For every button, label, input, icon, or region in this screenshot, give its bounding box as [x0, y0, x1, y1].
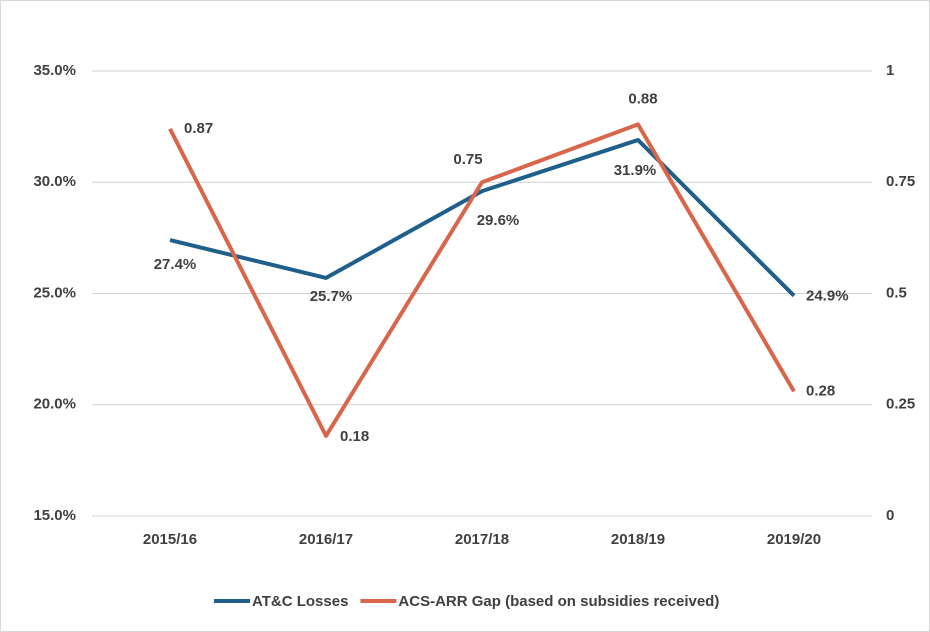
- series-line: [168, 122, 796, 438]
- data-label: 0.87: [184, 120, 213, 137]
- y2-tick-label: 0.25: [886, 396, 915, 413]
- y-tick-label: 35.0%: [33, 62, 76, 79]
- data-label: 31.9%: [614, 162, 657, 179]
- legend-label: ACS-ARR Gap (based on subsidies received…: [398, 593, 719, 610]
- data-label: 29.6%: [477, 212, 520, 229]
- y2-tick-label: 0: [886, 507, 894, 524]
- data-label: 25.7%: [310, 288, 353, 305]
- y-tick-label: 25.0%: [33, 284, 76, 301]
- x-tick-label: 2016/17: [299, 531, 353, 548]
- data-label: 27.4%: [154, 256, 197, 273]
- legend-label: AT&C Losses: [252, 593, 348, 610]
- data-label: 0.18: [340, 428, 369, 445]
- x-tick-label: 2018/19: [611, 531, 665, 548]
- y-tick-label: 15.0%: [33, 507, 76, 524]
- data-label: 0.28: [806, 382, 835, 399]
- y2-tick-label: 0.75: [886, 173, 915, 190]
- x-tick-label: 2019/20: [767, 531, 821, 548]
- y2-tick-label: 0.5: [886, 284, 907, 301]
- y2-tick-label: 1: [886, 62, 894, 79]
- data-label: 24.9%: [806, 288, 849, 305]
- series-line: [169, 137, 796, 298]
- y-tick-label: 30.0%: [33, 173, 76, 190]
- data-label: 0.88: [628, 90, 657, 107]
- y-tick-label: 20.0%: [33, 396, 76, 413]
- x-tick-label: 2017/18: [455, 531, 509, 548]
- data-label: 0.75: [453, 151, 482, 168]
- x-tick-label: 2015/16: [143, 531, 197, 548]
